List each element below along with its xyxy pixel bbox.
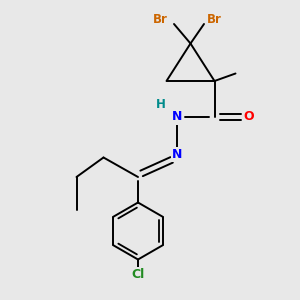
Text: N: N bbox=[172, 110, 182, 124]
Text: N: N bbox=[172, 148, 182, 161]
Text: Br: Br bbox=[153, 13, 168, 26]
Text: Br: Br bbox=[207, 13, 222, 26]
Text: H: H bbox=[156, 98, 165, 111]
Text: O: O bbox=[243, 110, 254, 124]
Text: Cl: Cl bbox=[131, 268, 145, 281]
